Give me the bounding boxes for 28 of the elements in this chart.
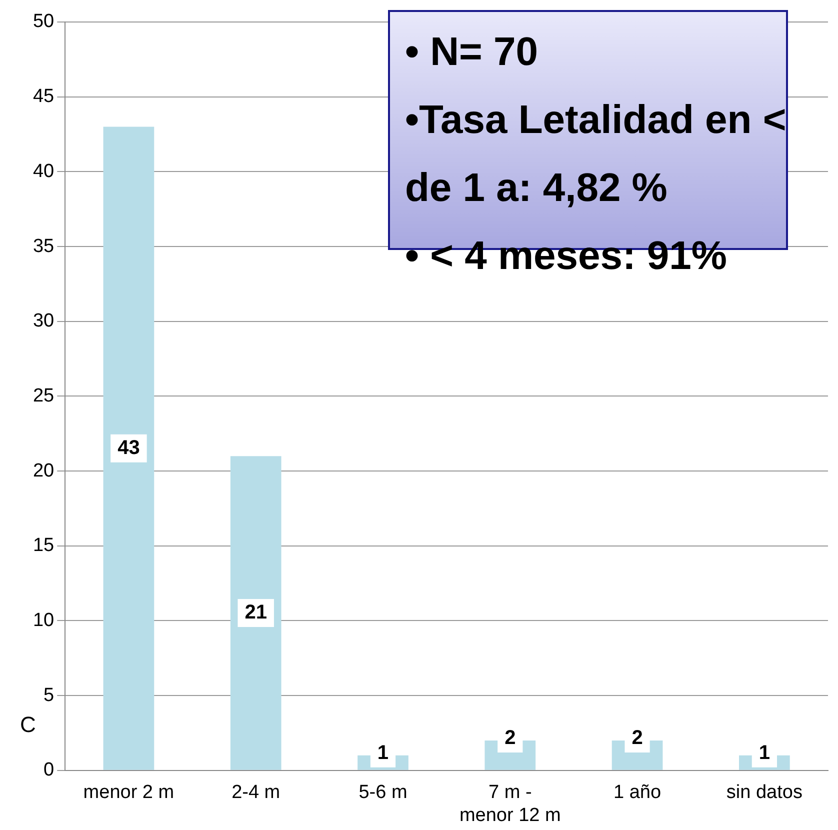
y-tick-label: 5 — [44, 684, 54, 706]
x-tick-label: 7 m - menor 12 m — [459, 782, 561, 826]
data-label: 2 — [632, 726, 643, 749]
x-tick-label: sin datos — [726, 782, 802, 804]
data-label: 43 — [118, 436, 140, 459]
y-tick-label: 35 — [32, 236, 54, 257]
bar — [103, 126, 154, 770]
x-tick-label: 5-6 m — [358, 782, 408, 804]
data-label: 2 — [504, 726, 516, 749]
y-tick-label: 45 — [32, 86, 54, 108]
annotation: •Tasa Letalidad en < de 1 a: 4,82 % — [405, 97, 788, 212]
data-label: 1 — [377, 742, 389, 764]
y-tick-label: 20 — [32, 460, 54, 482]
x-tick-label: 1 año — [614, 782, 662, 804]
y-tick-label: 0 — [44, 760, 54, 781]
y-tick-label: 50 — [32, 11, 54, 32]
annotation: • N= 70 — [405, 29, 539, 76]
x-tick-label: menor 2 m — [83, 782, 174, 804]
bar — [230, 456, 282, 770]
y-tick-label: 25 — [32, 385, 54, 406]
x-tick-label: 2-4 m — [232, 782, 280, 804]
y-tick-label: 15 — [32, 535, 54, 556]
text: C — [20, 712, 36, 738]
data-label: 21 — [244, 602, 267, 624]
y-tick-label: 30 — [32, 310, 54, 332]
data-label: 1 — [758, 742, 770, 764]
y-tick-label: 40 — [32, 160, 54, 182]
y-tick-label: 10 — [32, 610, 54, 631]
